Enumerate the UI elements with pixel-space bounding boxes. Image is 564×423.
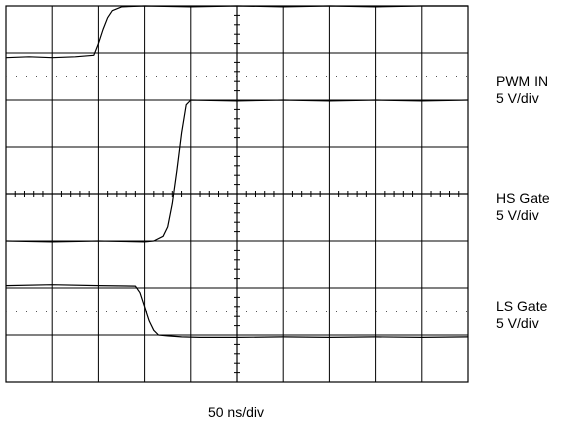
traces [5, 5, 469, 338]
trace-hs-gate [5, 99, 469, 243]
channel-name: LS Gate [496, 298, 548, 314]
trace-pwm-in [5, 5, 468, 59]
channel-name: HS Gate [496, 190, 550, 206]
trace-ls-gate [5, 284, 469, 338]
channel-scale: 5 V/div [496, 315, 539, 331]
channel-label-pwm-in: PWM IN 5 V/div [496, 73, 548, 107]
channel-label-ls-gate: LS Gate 5 V/div [496, 298, 547, 332]
graticule [5, 5, 469, 383]
timebase-label: 50 ns/div [207, 404, 265, 420]
channel-name: PWM IN [496, 73, 549, 89]
channel-label-hs-gate: HS Gate 5 V/div [496, 190, 550, 224]
channel-scale: 5 V/div [496, 207, 539, 223]
channel-scale: 5 V/div [496, 90, 539, 106]
